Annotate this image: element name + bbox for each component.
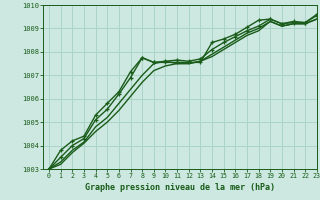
X-axis label: Graphe pression niveau de la mer (hPa): Graphe pression niveau de la mer (hPa): [85, 183, 275, 192]
